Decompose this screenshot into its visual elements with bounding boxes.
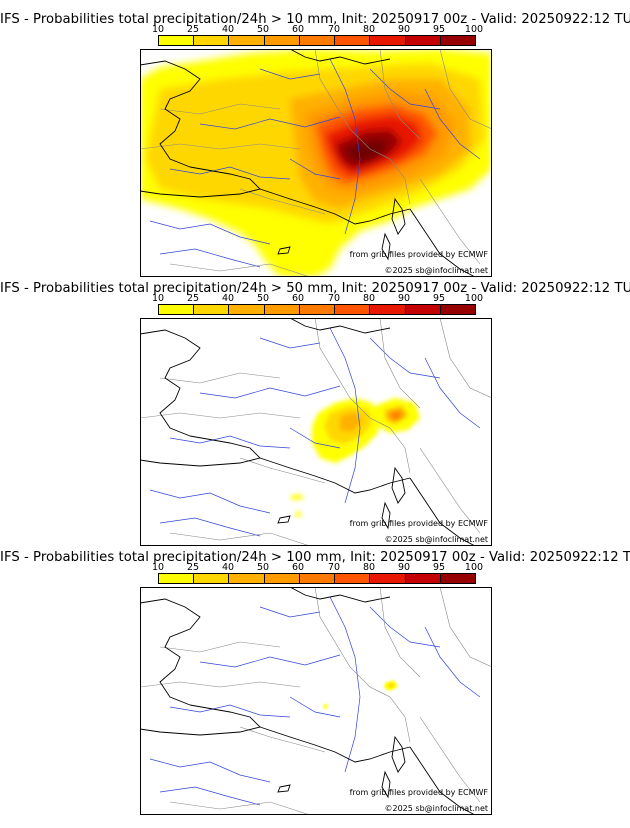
legend-swatch [229,305,265,314]
source-credit: from grib files provided by ECMWF [350,250,489,259]
legend-swatch [335,36,371,45]
legend-colorbar [158,573,476,584]
legend-label: 95 [432,24,446,35]
map-panel-100mm: IFS - Probabilities total precipitation/… [0,538,630,815]
legend-label: 60 [291,293,305,304]
legend-label: 10 [151,24,165,35]
legend-swatch [370,36,406,45]
legend-label: 40 [221,562,235,573]
coastlines [140,49,476,277]
legend-swatch [159,305,195,314]
legend-label: 70 [327,293,341,304]
legend-label: 100 [464,24,484,35]
legend-label: 90 [397,293,411,304]
borders [140,587,492,815]
forecast-map: from grib files provided by ECMWF ©2025 … [140,318,492,546]
rivers [149,58,481,268]
probability-legend: 10 25 40 50 60 70 80 90 95 100 [152,293,483,317]
legend-swatch [440,36,475,45]
coastlines [140,318,476,546]
copyright-credit: ©2025 sb@infoclimat.net [385,804,489,813]
legend-label: 80 [362,293,376,304]
probability-field [323,680,398,709]
legend-swatch [194,36,230,45]
legend-swatch [299,36,336,45]
legend-label: 100 [464,293,484,304]
legend-swatch [370,574,406,583]
legend-swatch [264,305,300,314]
legend-label: 70 [327,24,341,35]
legend-swatch [194,305,230,314]
legend-swatch [405,36,441,45]
legend-label: 25 [186,24,200,35]
borders [140,318,492,546]
panel-title: IFS - Probabilities total precipitation/… [0,12,630,27]
legend-swatch [335,305,371,314]
legend-swatch [405,574,441,583]
legend-swatch [159,574,195,583]
legend-label: 10 [151,562,165,573]
legend-swatch [299,305,336,314]
legend-swatch [440,305,475,314]
legend-label: 10 [151,293,165,304]
probability-legend: 10 25 40 50 60 70 80 90 95 100 [152,24,483,48]
legend-label: 60 [291,24,305,35]
map-panel-50mm: IFS - Probabilities total precipitation/… [0,269,630,546]
legend-label: 60 [291,562,305,573]
legend-label: 80 [362,562,376,573]
legend-label: 70 [327,562,341,573]
legend-label: 50 [256,24,270,35]
legend-label: 90 [397,24,411,35]
forecast-map: from grib files provided by ECMWF ©2025 … [140,587,492,815]
source-credit: from grib files provided by ECMWF [350,519,489,528]
panel-title: IFS - Probabilities total precipitation/… [0,281,630,296]
legend-swatch [335,574,371,583]
forecast-map: from grib files provided by ECMWF ©2025 … [140,49,492,277]
coastlines [140,587,476,815]
copyright-credit: ©2025 sb@infoclimat.net [385,266,489,275]
legend-label: 95 [432,293,446,304]
legend-label: 50 [256,562,270,573]
probability-field [290,398,420,517]
map-panel-10mm: IFS - Probabilities total precipitation/… [0,0,630,277]
legend-swatch [405,305,441,314]
legend-label: 25 [186,562,200,573]
legend-swatch [264,36,300,45]
legend-colorbar [158,35,476,46]
legend-swatch [194,574,230,583]
legend-label: 80 [362,24,376,35]
legend-swatch [229,36,265,45]
legend-label: 100 [464,562,484,573]
legend-swatch [229,574,265,583]
legend-swatch [159,36,195,45]
legend-swatch [440,574,475,583]
panel-title: IFS - Probabilities total precipitation/… [0,550,630,565]
legend-label: 50 [256,293,270,304]
legend-swatch [299,574,336,583]
legend-label: 40 [221,293,235,304]
probability-field [140,49,492,277]
probability-legend: 10 25 40 50 60 70 80 90 95 100 [152,562,483,586]
legend-swatch [370,305,406,314]
rivers [149,327,481,537]
rivers [149,596,481,806]
legend-colorbar [158,304,476,315]
legend-label: 25 [186,293,200,304]
legend-label: 40 [221,24,235,35]
source-credit: from grib files provided by ECMWF [350,788,489,797]
copyright-credit: ©2025 sb@infoclimat.net [385,535,489,544]
legend-swatch [264,574,300,583]
borders [140,49,492,277]
legend-label: 95 [432,562,446,573]
legend-label: 90 [397,562,411,573]
